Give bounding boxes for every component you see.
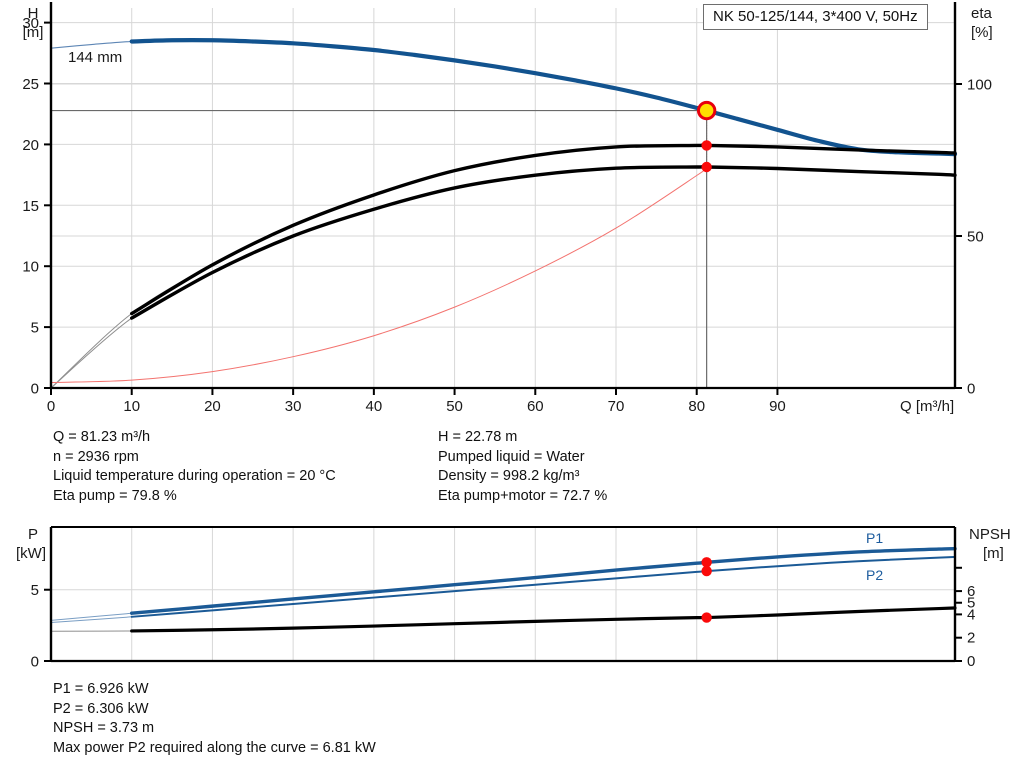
duty-point-marker[interactable] [696,100,717,121]
top-chart-tick-labels: 0 5 10 15 20 25 30 0 10 20 30 40 50 60 70 80 90 0 50 100 H [m… [22,5,992,415]
op-left-line-1: n = 2936 rpm [53,448,139,465]
top-eta-label-0: 0 [967,381,975,398]
top-ylabel-0: 0 [31,381,39,398]
top-y2axis-unit: [%] [971,24,993,41]
top-xlabel-90: 90 [769,398,786,415]
impeller-diameter-label: 144 mm [68,49,122,66]
bottom-chart-curves [50,546,957,633]
top-xlabel-80: 80 [688,398,705,415]
top-eta-label-100: 100 [967,77,992,94]
top-ylabel-5: 5 [31,320,39,337]
top-chart-gridlines [51,8,955,388]
eta-pump-curve [130,143,957,316]
pump-title-box: NK 50-125/144, 3*400 V, 50Hz [703,4,928,30]
bot-yaxis-unit: [kW] [16,545,46,562]
op-right-line-3: Eta pump+motor = 72.7 % [438,487,608,504]
bottom-chart-gridlines [51,527,955,661]
p1-curve [130,546,957,615]
op-right-line-1: Pumped liquid = Water [438,448,585,465]
bot-ylabel-0: 0 [31,654,39,671]
operating-point-left-block: Q = 81.23 m³/h n = 2936 rpm Liquid tempe… [53,428,336,506]
bot-npsh-label-4: 4 [967,606,975,623]
p2-curve [130,555,956,618]
top-y2axis-title: eta [971,5,993,22]
bot-npsh-label-6: 6 [967,583,975,600]
p2-marker[interactable] [701,565,712,577]
top-xaxis-title: Q [m³/h] [900,398,954,415]
system-curve [50,167,708,384]
eta-pump-marker[interactable] [701,140,712,151]
top-ylabel-30: 30 [22,15,39,32]
npsh-marker[interactable] [701,612,712,623]
top-ylabel-10: 10 [22,259,39,276]
top-ylabel-20: 20 [22,137,39,154]
top-yaxis-title: H [28,5,39,22]
bot-y2axis-title: NPSH [969,526,1011,543]
op-right-line-2: Density = 998.2 kg/m³ [438,468,580,485]
bot-npsh-label-2: 2 [967,630,975,647]
p2-curve-label: P2 [866,567,883,583]
top-xlabel-40: 40 [366,398,383,415]
op-left-line-3: Eta pump = 79.8 % [53,487,177,504]
top-xlabel-0: 0 [47,398,55,415]
top-xlabel-70: 70 [608,398,625,415]
result-line-3: Max power P2 required along the curve = … [53,739,376,756]
top-chart-axes [49,2,957,390]
top-xlabel-50: 50 [446,398,463,415]
eta-pump-motor-curve [130,165,957,320]
top-ylabel-25: 25 [22,76,39,93]
operating-point-markers [696,100,717,623]
result-line-2: NPSH = 3.73 m [53,720,155,737]
top-yaxis-unit: [m] [23,24,44,41]
head-curve [129,38,958,157]
npsh-curve [130,606,957,633]
bottom-results-block: P1 = 6.926 kW P2 = 6.306 kW NPSH = 3.73 … [53,680,376,758]
bottom-chart-axes [49,526,957,663]
top-xlabel-20: 20 [204,398,221,415]
bot-yaxis-title: P [28,526,38,543]
top-ylabel-15: 15 [22,198,39,215]
result-line-1: P2 = 6.306 kW [53,700,149,717]
p1-marker[interactable] [701,557,712,568]
top-eta-label-50: 50 [967,229,984,246]
op-left-line-0: Q = 81.23 m³/h [53,429,151,445]
bot-ylabel-5: 5 [31,582,39,599]
eta-pump-motor-thin [50,166,956,389]
eta-pump-motor-marker[interactable] [701,161,712,173]
result-line-0: P1 = 6.926 kW [53,681,149,697]
bot-npsh-label-0: 0 [967,653,975,670]
operating-point-right-block: H = 22.78 m Pumped liquid = Water Densit… [438,428,607,506]
pump-title-text: NK 50-125/144, 3*400 V, 50Hz [713,8,918,25]
top-xlabel-30: 30 [285,398,302,415]
curve-labels: P1 P2 [866,530,883,583]
top-chart-curves [50,38,958,389]
head-curve-thin [50,39,956,155]
top-xlabel-60: 60 [527,398,544,415]
bot-npsh-label-5: 5 [967,595,975,612]
top-xlabel-10: 10 [123,398,140,415]
op-left-line-2: Liquid temperature during operation = 20… [53,468,336,485]
p1-curve-label: P1 [866,530,883,546]
op-right-line-0: H = 22.78 m [438,429,518,445]
bot-y2axis-unit: [m] [983,545,1004,562]
